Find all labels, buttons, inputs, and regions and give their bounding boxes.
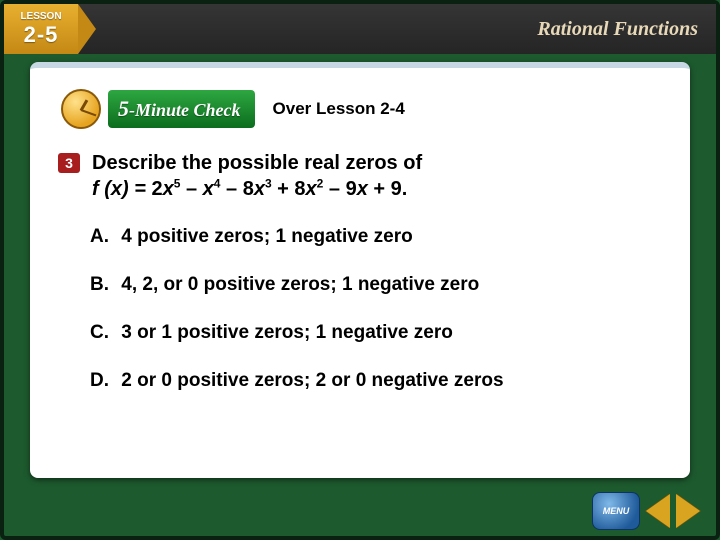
five-minute-check-label: 5-Minute Check (108, 90, 255, 128)
question-number-badge: 3 (58, 153, 80, 173)
choices-list: A. 4 positive zeros; 1 negative zero B. … (90, 226, 662, 392)
prev-arrow-icon[interactable] (646, 494, 670, 528)
choice-a[interactable]: A. 4 positive zeros; 1 negative zero (90, 226, 662, 248)
choice-c[interactable]: C. 3 or 1 positive zeros; 1 negative zer… (90, 322, 662, 344)
lesson-badge: LESSON 2-5 (4, 4, 78, 54)
lesson-number: 2-5 (24, 22, 59, 48)
content-card: 5-Minute Check Over Lesson 2-4 3 Describ… (30, 62, 690, 478)
choice-b[interactable]: B. 4, 2, or 0 positive zeros; 1 negative… (90, 274, 662, 296)
next-arrow-icon[interactable] (676, 494, 700, 528)
bottom-nav: MENU (592, 492, 700, 530)
chapter-title: Rational Functions (78, 4, 716, 54)
choice-d[interactable]: D. 2 or 0 positive zeros; 2 or 0 negativ… (90, 370, 662, 392)
question-block: 3 Describe the possible real zeros of f … (58, 150, 662, 202)
menu-button[interactable]: MENU (592, 492, 640, 530)
over-lesson-text: Over Lesson 2-4 (273, 99, 405, 119)
clock-icon (58, 86, 104, 132)
question-text: Describe the possible real zeros of f (x… (92, 150, 422, 202)
top-banner: LESSON 2-5 Rational Functions (4, 4, 716, 54)
check-banner: 5-Minute Check Over Lesson 2-4 (58, 86, 662, 132)
lesson-label: LESSON (20, 11, 61, 22)
